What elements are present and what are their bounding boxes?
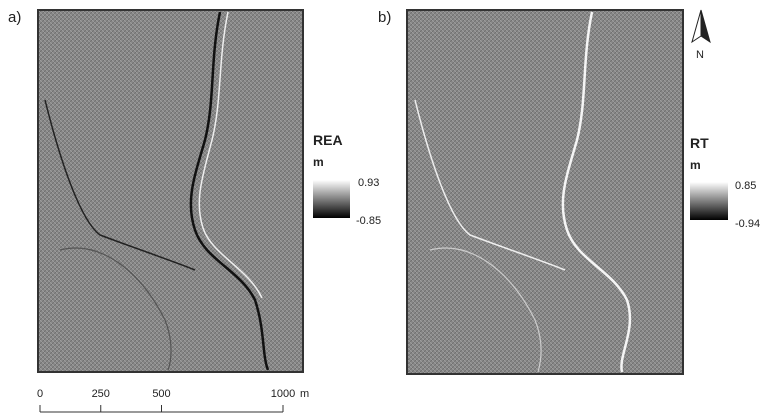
color-ramp xyxy=(313,180,350,218)
panel-label: b) xyxy=(378,9,391,26)
legend-max: 0.85 xyxy=(735,180,756,192)
legend-min: -0.85 xyxy=(356,215,381,227)
legend-max: 0.93 xyxy=(358,177,379,189)
legend-title: RT xyxy=(690,135,709,151)
legend-unit: m xyxy=(313,155,324,169)
color-ramp xyxy=(690,182,728,220)
map-b xyxy=(406,9,684,375)
map-a xyxy=(37,9,304,373)
scale-bar: 0 250 500 1000 xyxy=(37,388,295,413)
panel-label: a) xyxy=(8,9,21,26)
scale-tick-label: 500 xyxy=(152,388,170,400)
scale-tick-label: 1000 xyxy=(271,388,295,400)
scale-tick-label: 0 xyxy=(37,388,43,400)
north-arrow xyxy=(691,9,711,44)
legend-title: REA xyxy=(313,132,343,148)
scale-unit: m xyxy=(300,388,309,400)
legend-min: -0.94 xyxy=(735,218,760,230)
legend-unit: m xyxy=(690,158,701,172)
scale-tick-label: 250 xyxy=(92,388,110,400)
north-label: N xyxy=(696,49,704,61)
